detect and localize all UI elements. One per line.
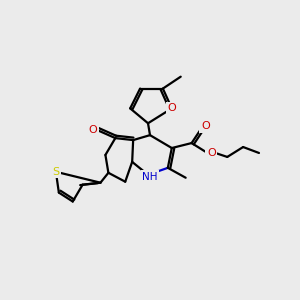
Text: O: O <box>167 103 176 113</box>
Text: O: O <box>201 121 210 131</box>
Text: S: S <box>52 167 59 177</box>
Text: O: O <box>88 125 97 135</box>
Text: NH: NH <box>142 172 158 182</box>
Text: O: O <box>207 148 216 158</box>
